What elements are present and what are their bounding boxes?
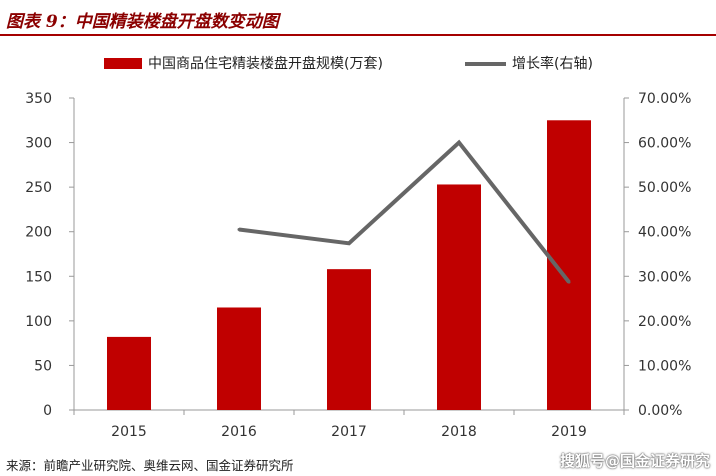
bar-2016 — [217, 307, 261, 410]
y-right-tick-label: 70.00% — [638, 91, 691, 107]
y-left-tick-label: 250 — [25, 180, 52, 196]
y-left-tick-label: 300 — [25, 136, 52, 152]
y-left-tick-label: 100 — [25, 314, 52, 330]
source-note: 来源：前瞻产业研究院、奥维云网、国金证券研究所 — [6, 458, 294, 473]
x-tick-label: 2018 — [441, 424, 477, 440]
y-left-tick-label: 150 — [25, 269, 52, 285]
x-tick-label: 2016 — [221, 424, 257, 440]
x-tick-label: 2019 — [551, 424, 587, 440]
title-divider — [0, 34, 716, 36]
bar-2015 — [107, 336, 151, 410]
y-left-tick-label: 350 — [25, 91, 52, 107]
y-right-tick-label: 50.00% — [638, 180, 691, 196]
y-left-tick-label: 0 — [43, 403, 52, 419]
y-right-tick-label: 10.00% — [638, 358, 691, 374]
y-left-tick-label: 200 — [25, 225, 52, 241]
y-left-tick-label: 50 — [34, 358, 52, 374]
growth-rate-point-2019 — [567, 280, 571, 284]
y-right-tick-label: 0.00% — [638, 403, 682, 419]
bar-2018 — [437, 184, 481, 410]
growth-rate-point-2018 — [457, 141, 461, 145]
title-bar: 图表 9：中国精装楼盘开盘数变动图 — [0, 0, 716, 34]
legend-bar-swatch — [104, 58, 142, 69]
y-right-tick-label: 30.00% — [638, 269, 691, 285]
x-tick-label: 2015 — [111, 424, 147, 440]
y-right-tick-label: 20.00% — [638, 314, 691, 330]
legend-line-label: 增长率(右轴) — [512, 55, 593, 72]
y-right-tick-label: 60.00% — [638, 136, 691, 152]
x-tick-label: 2017 — [331, 424, 367, 440]
growth-rate-line — [238, 139, 571, 284]
chart-title: 图表 9：中国精装楼盘开盘数变动图 — [6, 12, 279, 32]
legend-bar-label: 中国商品住宅精装楼盘开盘规模(万套) — [148, 55, 383, 72]
y-right-tick-label: 40.00% — [638, 225, 691, 241]
growth-rate-point-2017 — [347, 241, 351, 245]
bar-2017 — [327, 269, 371, 410]
watermark: 搜狐号@国金证券研究 — [560, 452, 711, 470]
combo-chart: 中国商品住宅精装楼盘开盘规模(万套) 增长率(右轴) 0 50 100 150 200 250… — [25, 55, 691, 440]
growth-rate-point-2016 — [237, 227, 241, 231]
